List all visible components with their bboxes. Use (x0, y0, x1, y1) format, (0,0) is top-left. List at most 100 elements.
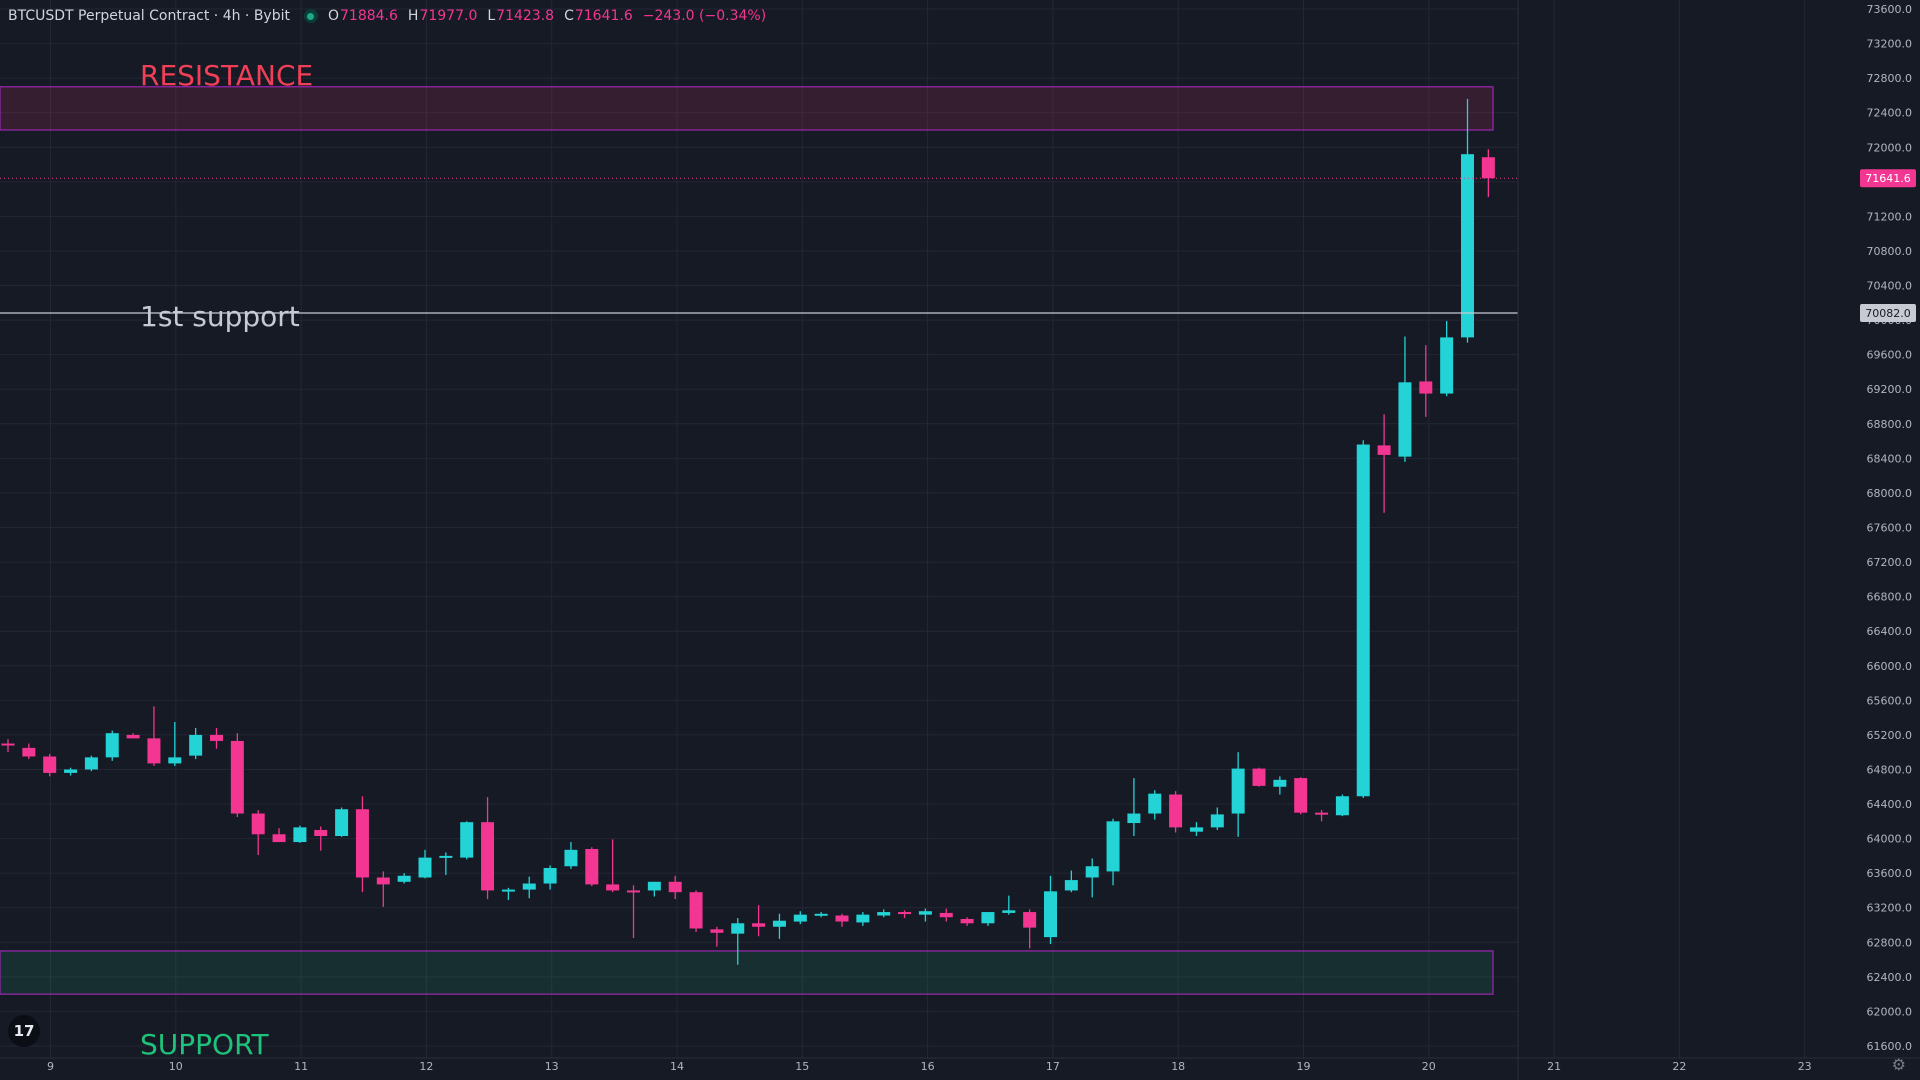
candle-body (647, 881, 661, 891)
market-status-icon (303, 9, 318, 23)
candle (585, 847, 599, 887)
price-tick-label: 63200.0 (1867, 902, 1913, 915)
candle-body (543, 867, 557, 884)
gear-icon[interactable]: ⚙ (1891, 1055, 1906, 1074)
candle (647, 881, 661, 897)
candle (668, 875, 682, 900)
candle (230, 733, 244, 817)
price-tick-label: 73600.0 (1867, 3, 1913, 16)
candle-body (1023, 912, 1037, 928)
candle (918, 908, 932, 922)
price-tick-label: 64400.0 (1867, 798, 1913, 811)
candle-body (1335, 796, 1349, 816)
change-value: −243.0 (−0.34%) (642, 8, 767, 24)
candle-body (1252, 768, 1266, 786)
symbol-title[interactable]: BTCUSDT Perpetual Contract · 4h · Bybit (8, 8, 290, 24)
price-tick-label: 68400.0 (1867, 452, 1913, 465)
candle-body (147, 738, 161, 764)
current-price-tag-bg (1860, 169, 1916, 188)
price-tick-label: 72800.0 (1867, 72, 1913, 85)
candle (439, 852, 453, 875)
candle-body (1064, 880, 1078, 891)
candle (147, 706, 161, 767)
candle (1461, 98, 1474, 343)
time-axis[interactable]: 9 10 11 12 13 14 15 16 17 18 19 20 21 22 23 (0, 1057, 1920, 1073)
price-tick-label: 62400.0 (1867, 971, 1913, 984)
time-tick-label: 16 (921, 1060, 935, 1073)
candle (877, 909, 891, 918)
candle (960, 917, 974, 926)
candle-body (460, 822, 474, 858)
close-key: C (564, 8, 574, 24)
price-tick-label: 70400.0 (1867, 280, 1913, 293)
candle-body (210, 734, 223, 741)
price-tick-label: 68000.0 (1867, 487, 1913, 500)
candle-body (835, 915, 849, 922)
support-price-tag-bg (1860, 304, 1916, 323)
time-tick-label: 9 (47, 1060, 54, 1073)
candle-body (627, 890, 640, 893)
candle-body (564, 849, 578, 867)
candle (1481, 149, 1495, 198)
candle (627, 885, 640, 938)
candle-body (43, 756, 57, 773)
candle (43, 753, 57, 777)
current-price-tag: 71641.6 (1865, 172, 1911, 185)
candle-body (439, 855, 453, 858)
candle-body (355, 809, 369, 878)
candle (1419, 345, 1433, 417)
time-tick-label: 18 (1171, 1060, 1185, 1073)
candle (543, 865, 557, 890)
candle (189, 727, 203, 760)
candle (1, 739, 15, 753)
candle (481, 797, 495, 900)
candle (293, 825, 307, 843)
candle-body (418, 857, 432, 878)
resistance-label: RESISTANCE (140, 59, 313, 92)
candle-body (64, 769, 78, 773)
low-value: 71423.8 (496, 8, 555, 24)
candle-body (84, 757, 98, 770)
candle-body (168, 757, 182, 764)
price-tick-label: 72400.0 (1867, 107, 1913, 120)
candle-body (522, 883, 536, 890)
candle-body (1273, 779, 1287, 787)
candle-body (22, 747, 36, 757)
candle (397, 873, 411, 884)
price-tick-label: 72000.0 (1867, 141, 1913, 154)
candles (1, 98, 1495, 965)
candle (814, 912, 828, 918)
candle (251, 810, 265, 856)
low-key: L (487, 8, 496, 24)
time-tick-label: 17 (1046, 1060, 1060, 1073)
candle-body (689, 892, 703, 929)
candle (168, 721, 182, 767)
candle (1398, 336, 1412, 462)
candle-body (710, 929, 724, 933)
candle (501, 887, 515, 900)
candle (939, 908, 953, 922)
candle-body (1481, 157, 1495, 179)
candle-body (752, 923, 766, 927)
candle-body (606, 884, 620, 891)
candle (1044, 875, 1057, 945)
support-price-tag: 70082.0 (1865, 307, 1911, 320)
candle-body (1002, 910, 1016, 913)
candle-body (397, 875, 411, 882)
candle-body (1169, 794, 1183, 828)
time-tick-label: 12 (419, 1060, 433, 1073)
tradingview-logo-icon[interactable]: 17 (8, 1015, 40, 1047)
candle (1231, 752, 1245, 837)
price-axis[interactable]: 61600.0 62000.0 62400.0 62800.0 63200.0 63600… (1517, 0, 1916, 1080)
price-tick-label: 66800.0 (1867, 591, 1913, 604)
price-tick-label: 71200.0 (1867, 210, 1913, 223)
candle (105, 730, 119, 761)
candle-body (918, 911, 932, 915)
support-label: SUPPORT (140, 1028, 269, 1061)
time-tick-label: 11 (294, 1060, 308, 1073)
first-support-label: 1st support (140, 300, 300, 333)
price-tick-label: 61600.0 (1867, 1040, 1913, 1053)
candle (1189, 822, 1203, 837)
price-tick-label: 68800.0 (1867, 418, 1913, 431)
